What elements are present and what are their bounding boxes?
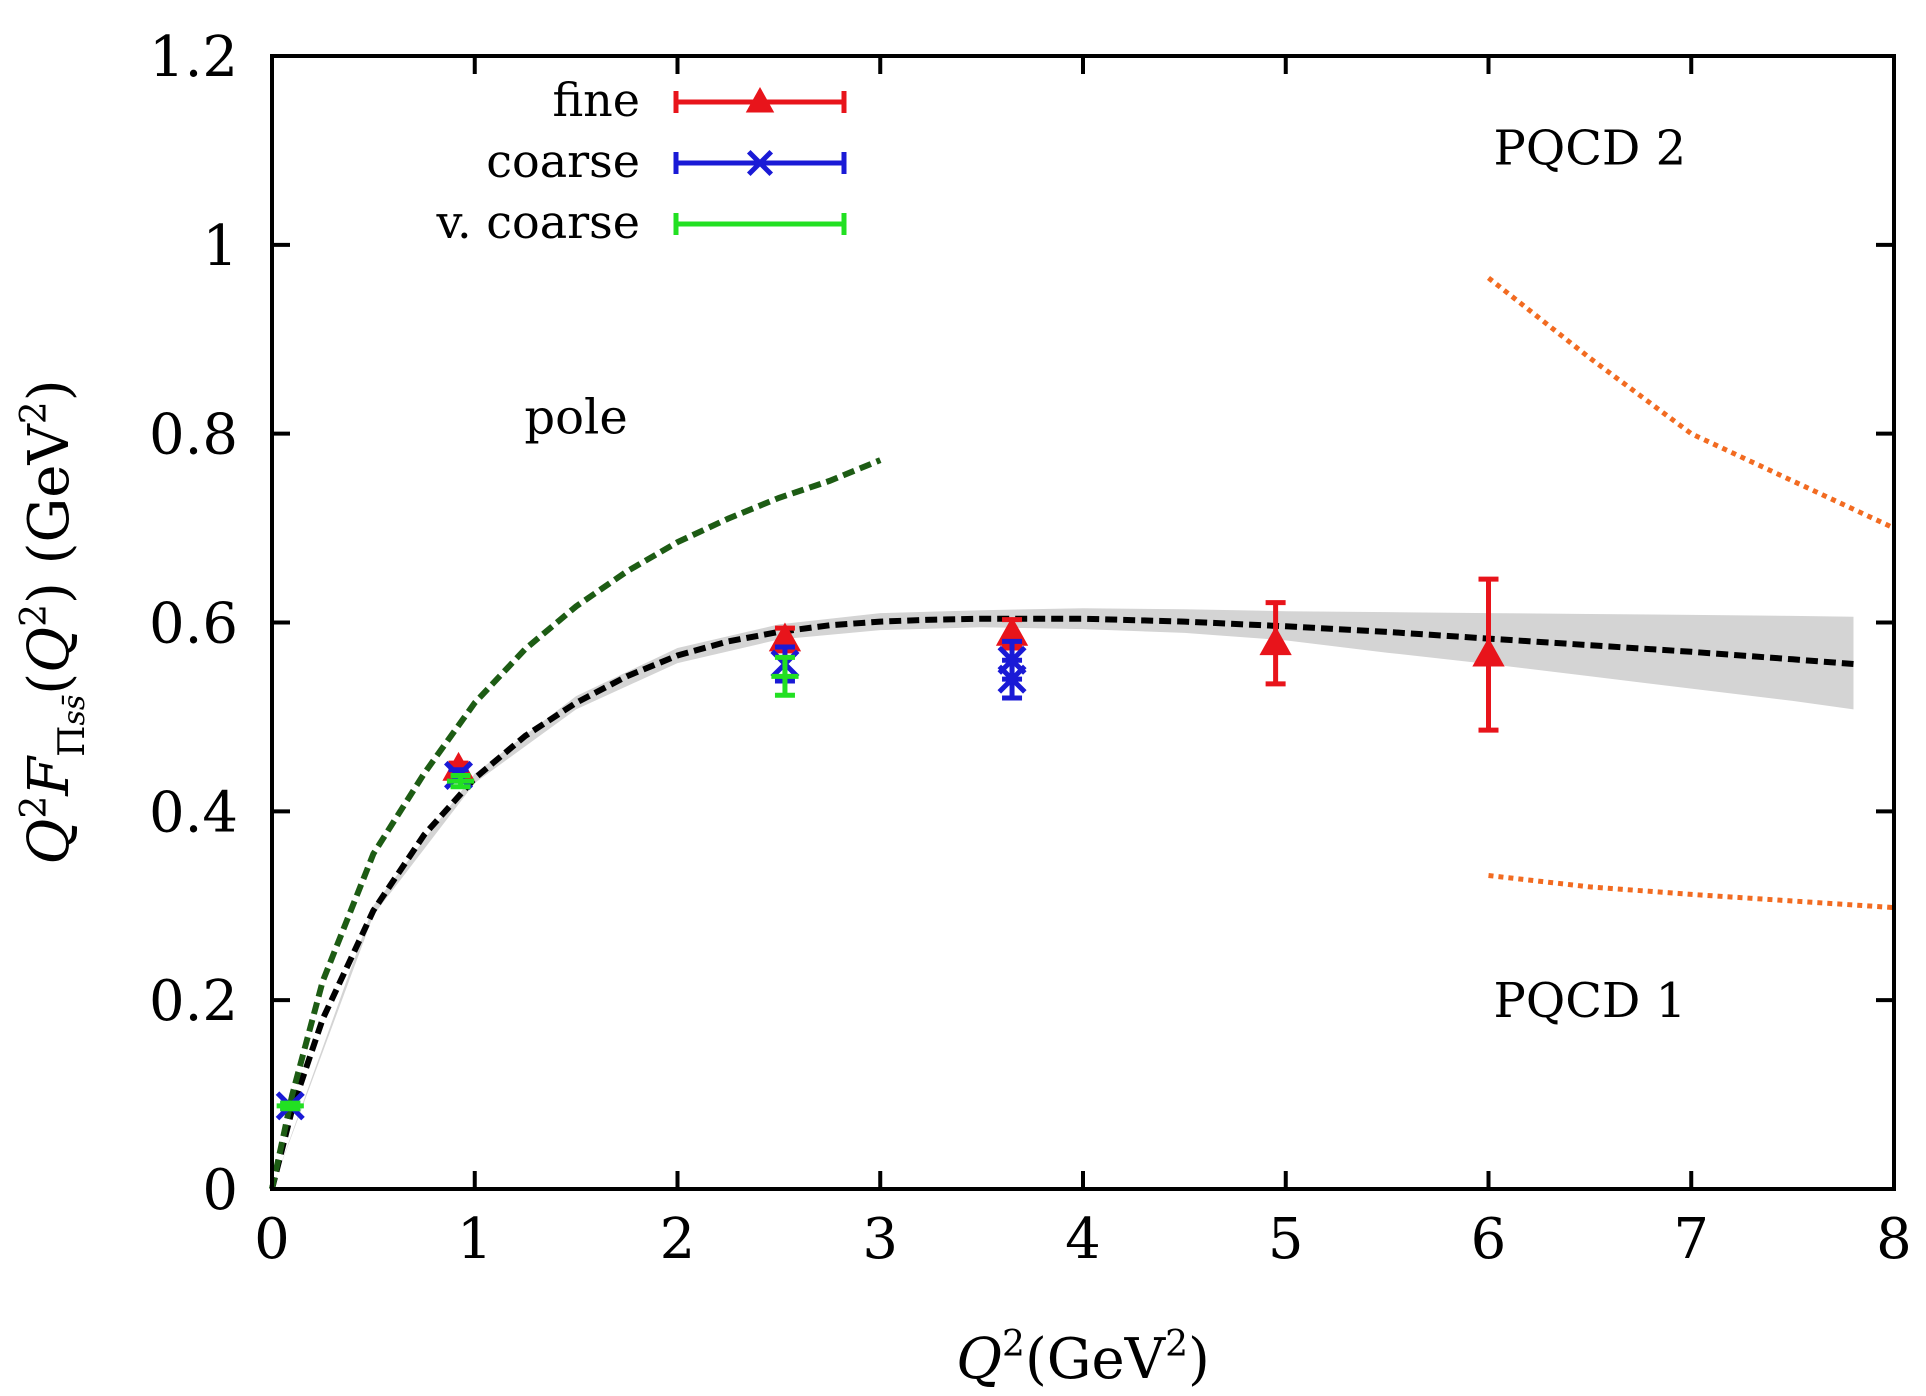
x-tick-label: 1 bbox=[457, 1207, 493, 1272]
y-axis-label: Q2FΠss̄(Q2) (GeV2) bbox=[14, 379, 93, 864]
fit-uncertainty-band bbox=[272, 608, 1854, 1189]
x-tick-label: 0 bbox=[254, 1207, 290, 1272]
legend: fine coarse v. coarse bbox=[436, 73, 847, 249]
x-tick-label: 4 bbox=[1065, 1207, 1101, 1272]
y-tick-label: 1 bbox=[202, 214, 238, 279]
y-tick-label: 0.6 bbox=[149, 592, 238, 657]
y-tick-label: 1.2 bbox=[149, 25, 238, 90]
annotation-pqcd-2: PQCD 2 bbox=[1494, 121, 1687, 177]
annotation-pqcd-1: PQCD 1 bbox=[1494, 973, 1687, 1029]
marker-triangle bbox=[1259, 626, 1292, 656]
curve-pqcd-2 bbox=[1486, 275, 1896, 531]
annotation-pole: pole bbox=[524, 390, 627, 446]
legend-label: coarse bbox=[486, 134, 640, 188]
y-tick-label: 0 bbox=[202, 1158, 238, 1223]
legend-label: v. coarse bbox=[436, 195, 640, 249]
y-tick-label: 0.2 bbox=[149, 969, 238, 1034]
axis-tick-layer: 0 1 2 3 4 5 6 7 8 0 0.2 0.4 0.6 0.8 1 1.2 bbox=[149, 25, 1912, 1272]
x-tick-label: 6 bbox=[1471, 1207, 1507, 1272]
x-tick-label: 8 bbox=[1876, 1207, 1912, 1272]
marker-triangle bbox=[1472, 637, 1505, 667]
point-coarse-4 bbox=[997, 657, 1027, 701]
marker-triangle bbox=[995, 616, 1029, 646]
y-tick-label: 0.8 bbox=[149, 403, 238, 468]
x-tick-label: 3 bbox=[862, 1207, 898, 1272]
annotation-layer: pole PQCD 2 PQCD 1 bbox=[524, 121, 1686, 1030]
data-point-layer bbox=[275, 576, 1505, 1121]
point-v-coarse-0 bbox=[276, 1100, 304, 1112]
x-tick-label: 5 bbox=[1268, 1207, 1304, 1272]
point-fine-4 bbox=[1472, 576, 1505, 733]
legend-item-v-coarse: v. coarse bbox=[436, 195, 847, 249]
x-tick-label: 2 bbox=[660, 1207, 696, 1272]
legend-item-fine: fine bbox=[552, 73, 847, 127]
legend-marker-x bbox=[746, 149, 774, 177]
point-fine-3 bbox=[1259, 600, 1292, 687]
curve-pole bbox=[269, 457, 882, 1190]
marker-triangle bbox=[768, 622, 802, 652]
x-axis-label: Q2(GeV2) bbox=[956, 1324, 1210, 1392]
legend-label: fine bbox=[552, 73, 640, 127]
legend-item-coarse: coarse bbox=[486, 134, 847, 188]
uncertainty-band-layer bbox=[272, 608, 1854, 1189]
point-v-coarse-2 bbox=[771, 654, 799, 698]
legend-marker-triangle bbox=[745, 87, 775, 113]
curve-pqcd-1 bbox=[1488, 873, 1895, 911]
x-tick-label: 7 bbox=[1673, 1207, 1709, 1272]
marker-x bbox=[997, 664, 1027, 694]
point-v-coarse-1 bbox=[446, 772, 475, 790]
y-tick-label: 0.4 bbox=[149, 780, 238, 845]
